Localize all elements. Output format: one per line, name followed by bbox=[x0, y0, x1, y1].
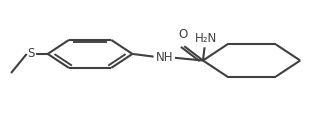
Text: S: S bbox=[27, 47, 34, 60]
Text: O: O bbox=[178, 28, 187, 41]
Text: H₂N: H₂N bbox=[195, 32, 217, 45]
Text: NH: NH bbox=[156, 51, 173, 64]
